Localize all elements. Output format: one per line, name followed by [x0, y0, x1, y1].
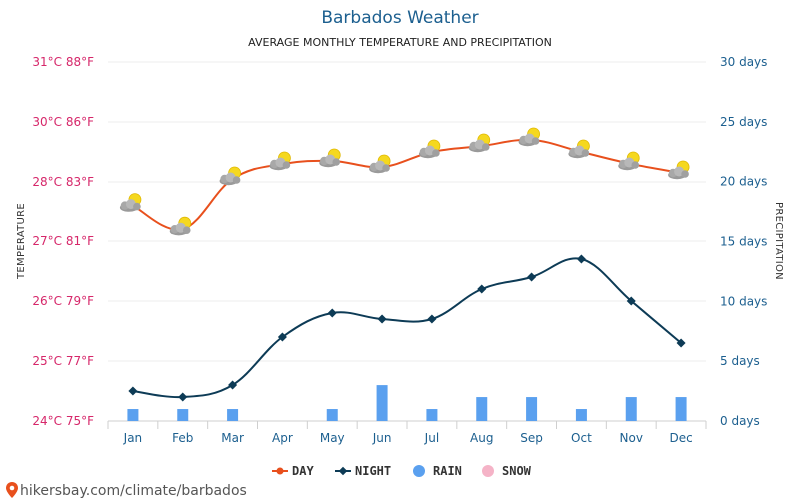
rain-bar: [575, 409, 587, 421]
night-point: [576, 254, 586, 264]
legend-label: RAIN: [433, 464, 462, 478]
weather-icons: [119, 127, 690, 236]
x-tick-label: Mar: [221, 431, 244, 445]
location-pin-icon: [6, 482, 18, 498]
partly-cloudy-icon: [568, 139, 590, 159]
partly-cloudy-icon: [468, 133, 491, 153]
precipitation-axis-title: PRECIPITATION: [773, 202, 784, 280]
temperature-axis: 24°C 75°F 25°C 77°F 26°C 79°F 27°C 81°F 28°C…: [32, 55, 94, 428]
x-tick-label: Jun: [372, 431, 392, 445]
x-tick-label: Feb: [172, 431, 193, 445]
y2-tick-label: 30 days: [720, 55, 767, 69]
x-tick-label: May: [320, 431, 345, 445]
partly-cloudy-icon: [668, 160, 690, 180]
partly-cloudy-icon: [119, 193, 142, 212]
rain-bar: [376, 385, 388, 421]
rain-bar: [526, 397, 538, 421]
y-tick-label: 25°C 77°F: [32, 354, 94, 368]
legend: DAY NIGHT RAIN SNOW: [272, 464, 532, 478]
x-tick-label: Apr: [272, 431, 293, 445]
y2-tick-label: 10 days: [720, 294, 767, 308]
series-lines: [128, 138, 686, 402]
month-axis: Jan Feb Mar Apr May Jun Jul Aug Sep Oct Nov Dec: [123, 431, 693, 445]
night-point: [228, 380, 238, 390]
y2-tick-label: 0 days: [720, 414, 760, 428]
y2-tick-label: 25 days: [720, 115, 767, 129]
legend-item-rain[interactable]: RAIN: [413, 464, 462, 478]
rain-bar: [426, 409, 438, 421]
rain-bar: [675, 397, 687, 421]
x-tick-label: Sep: [520, 431, 543, 445]
footer-link[interactable]: hikersbay.com/climate/barbados: [20, 483, 247, 499]
footer[interactable]: hikersbay.com/climate/barbados: [6, 482, 247, 499]
night-point: [178, 392, 188, 402]
x-tick-label: Dec: [669, 431, 692, 445]
legend-item-day[interactable]: DAY: [272, 464, 314, 478]
rain-bars: [127, 385, 687, 421]
y-tick-label: 27°C 81°F: [32, 234, 94, 248]
partly-cloudy-icon: [618, 151, 640, 171]
rain-bar: [625, 397, 637, 421]
night-point: [377, 314, 387, 324]
partly-cloudy-icon: [269, 151, 291, 171]
x-tick-label: Jul: [424, 431, 439, 445]
night-point: [327, 308, 337, 318]
partly-cloudy-icon: [418, 139, 441, 159]
y-tick-label: 26°C 79°F: [32, 294, 94, 308]
chart-title: Barbados Weather: [321, 8, 478, 28]
day-line: [132, 138, 682, 231]
gridlines: [107, 61, 707, 429]
x-tick-label: Nov: [620, 431, 643, 445]
partly-cloudy-icon: [169, 216, 192, 236]
legend-label: NIGHT: [355, 464, 391, 478]
legend-item-snow[interactable]: SNOW: [482, 464, 532, 478]
y-tick-label: 28°C 83°F: [32, 175, 94, 189]
y2-tick-label: 20 days: [720, 175, 767, 189]
night-point: [527, 272, 537, 282]
partly-cloudy-icon: [219, 166, 241, 186]
y2-tick-label: 5 days: [720, 354, 760, 368]
chart-subtitle: AVERAGE MONTHLY TEMPERATURE AND PRECIPIT…: [248, 36, 552, 49]
x-tick-label: Oct: [571, 431, 592, 445]
rain-bar: [177, 409, 189, 421]
night-point: [676, 338, 686, 348]
night-point: [128, 386, 138, 396]
rain-bar: [476, 397, 488, 421]
x-tick-label: Aug: [470, 431, 493, 445]
rain-bar: [326, 409, 338, 421]
legend-label: SNOW: [502, 464, 532, 478]
y-tick-label: 31°C 88°F: [32, 55, 94, 69]
x-tick-label: Jan: [123, 431, 143, 445]
night-line: [132, 257, 682, 399]
y-tick-label: 30°C 86°F: [32, 115, 94, 129]
night-point: [477, 284, 487, 294]
rain-bar: [227, 409, 239, 421]
partly-cloudy-icon: [518, 127, 540, 147]
night-point: [427, 314, 437, 324]
y-tick-label: 24°C 75°F: [32, 414, 94, 428]
legend-label: DAY: [292, 464, 314, 478]
partly-cloudy-icon: [369, 154, 391, 174]
temperature-axis-title: TEMPERATURE: [16, 203, 27, 280]
legend-item-night[interactable]: NIGHT: [335, 464, 391, 478]
y2-tick-label: 15 days: [720, 235, 767, 249]
precipitation-axis: 0 days 5 days 10 days 15 days 20 days 25 days…: [720, 55, 767, 428]
partly-cloudy-icon: [319, 148, 341, 168]
rain-bar: [127, 409, 139, 421]
